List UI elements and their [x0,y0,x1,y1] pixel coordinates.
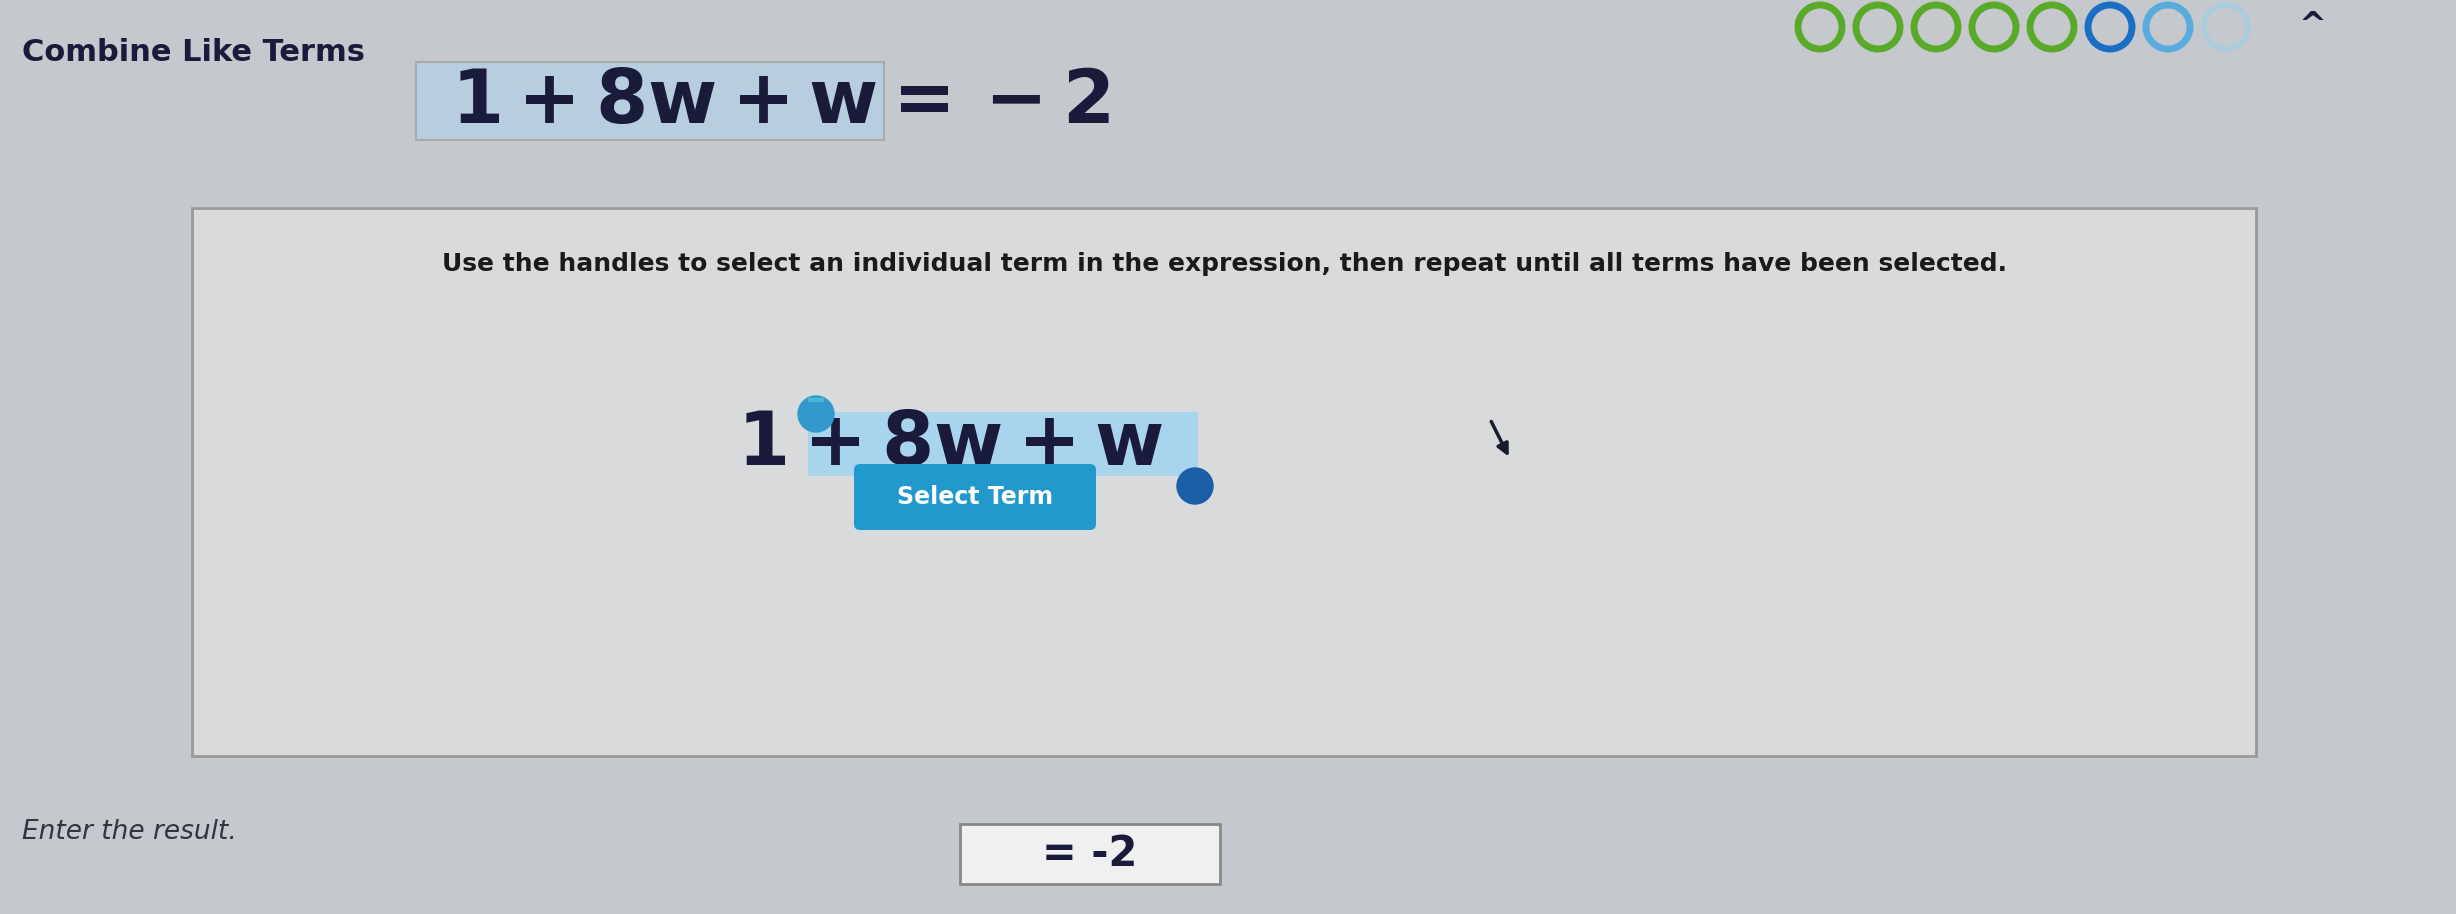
FancyBboxPatch shape [192,208,2257,756]
FancyBboxPatch shape [808,412,1199,476]
Text: Enter the result.: Enter the result. [22,819,236,845]
FancyBboxPatch shape [855,464,1095,530]
Circle shape [798,396,835,432]
Circle shape [1176,468,1213,504]
Text: Use the handles to select an individual term in the expression, then repeat unti: Use the handles to select an individual … [442,252,2007,276]
FancyBboxPatch shape [960,824,1221,884]
Text: ^: ^ [2299,10,2326,44]
Text: = -2: = -2 [1041,833,1137,875]
FancyBboxPatch shape [415,62,884,140]
Text: Select Term: Select Term [896,485,1054,509]
Text: Combine Like Terms: Combine Like Terms [22,38,366,67]
Text: $\mathbf{1+8w+w}$: $\mathbf{1+8w+w}$ [737,408,1164,481]
Text: $\mathbf{1+8w+w=-2}$: $\mathbf{1+8w+w=-2}$ [449,66,1110,139]
